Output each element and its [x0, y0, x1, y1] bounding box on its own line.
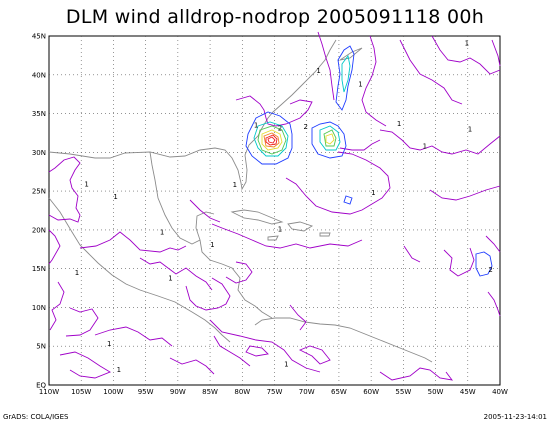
- contour-label: 1: [107, 340, 111, 348]
- contour-labels: 1 1 1 1 1 2 2 1 1 1 1 1 1 1 1 1 1 1 2 1 1 1: [75, 39, 493, 374]
- x-tick-label: 60W: [363, 388, 379, 396]
- y-tick-label: 35N: [32, 110, 46, 118]
- y-tick-label: 15N: [32, 265, 46, 273]
- map-title: DLM wind alldrop-nodrop 2005091118 00h: [65, 6, 485, 28]
- contour-label: 1: [254, 122, 258, 130]
- y-tick-label: 10N: [32, 304, 46, 312]
- x-tick-label: 50W: [428, 388, 444, 396]
- y-tick-label: 25N: [32, 188, 46, 196]
- y-axis-labels: EQ 5N 10N 15N 20N 25N 30N 35N 40N 45N: [32, 33, 47, 390]
- x-tick-label: 110W: [39, 388, 59, 396]
- x-tick-label: 70W: [299, 388, 315, 396]
- contour-label: 1: [233, 181, 237, 189]
- contour-label: 1: [117, 366, 121, 374]
- footer-timestamp: 2005-11-23-14:01: [483, 413, 547, 421]
- coastline: [48, 39, 433, 363]
- y-tick-label: 40N: [32, 71, 46, 79]
- y-tick-label: 30N: [32, 149, 46, 157]
- contour-label: 2: [278, 125, 282, 133]
- contour-label: 1: [316, 67, 320, 75]
- y-tick-label: 5N: [36, 343, 46, 351]
- contour-label: 1: [397, 120, 401, 128]
- x-tick-label: 95W: [138, 388, 154, 396]
- y-tick-label: EQ: [36, 382, 46, 390]
- x-tick-label: 80W: [234, 388, 250, 396]
- contour-label: 1: [210, 241, 214, 249]
- x-tick-label: 100W: [103, 388, 123, 396]
- x-tick-label: 45W: [460, 388, 476, 396]
- contour-label: 1: [358, 80, 362, 88]
- contour-label: 1: [371, 189, 375, 197]
- contour-label: 1: [160, 229, 164, 237]
- x-tick-label: 40W: [492, 388, 508, 396]
- contour-label: 1: [468, 125, 472, 133]
- contour-label: 1: [284, 360, 288, 368]
- x-tick-label: 105W: [71, 388, 91, 396]
- contour-label: 1: [278, 225, 282, 233]
- contour-label: 1: [84, 180, 88, 188]
- plot-frame: [48, 35, 501, 386]
- contour-label: 1: [465, 39, 469, 47]
- contour-label: 1: [113, 193, 117, 201]
- contour-label: 2: [488, 266, 492, 274]
- contour-label: 1: [423, 142, 427, 150]
- y-tick-label: 45N: [32, 33, 46, 41]
- x-tick-label: 75W: [267, 388, 283, 396]
- x-tick-label: 55W: [395, 388, 411, 396]
- x-axis-labels: 110W 105W 100W 95W 90W 85W 80W 75W 70W 65W 60W 55W 5…: [39, 388, 508, 396]
- x-tick-label: 85W: [202, 388, 218, 396]
- footer-credit: GrADS: COLA/IGES: [3, 413, 69, 421]
- contour-label: 1: [75, 269, 79, 277]
- y-tick-label: 20N: [32, 226, 46, 234]
- contour-label: 2: [303, 123, 307, 131]
- contour-label: 1: [168, 274, 172, 282]
- x-tick-label: 65W: [331, 388, 347, 396]
- contour-lines: [48, 31, 501, 381]
- x-tick-label: 90W: [170, 388, 186, 396]
